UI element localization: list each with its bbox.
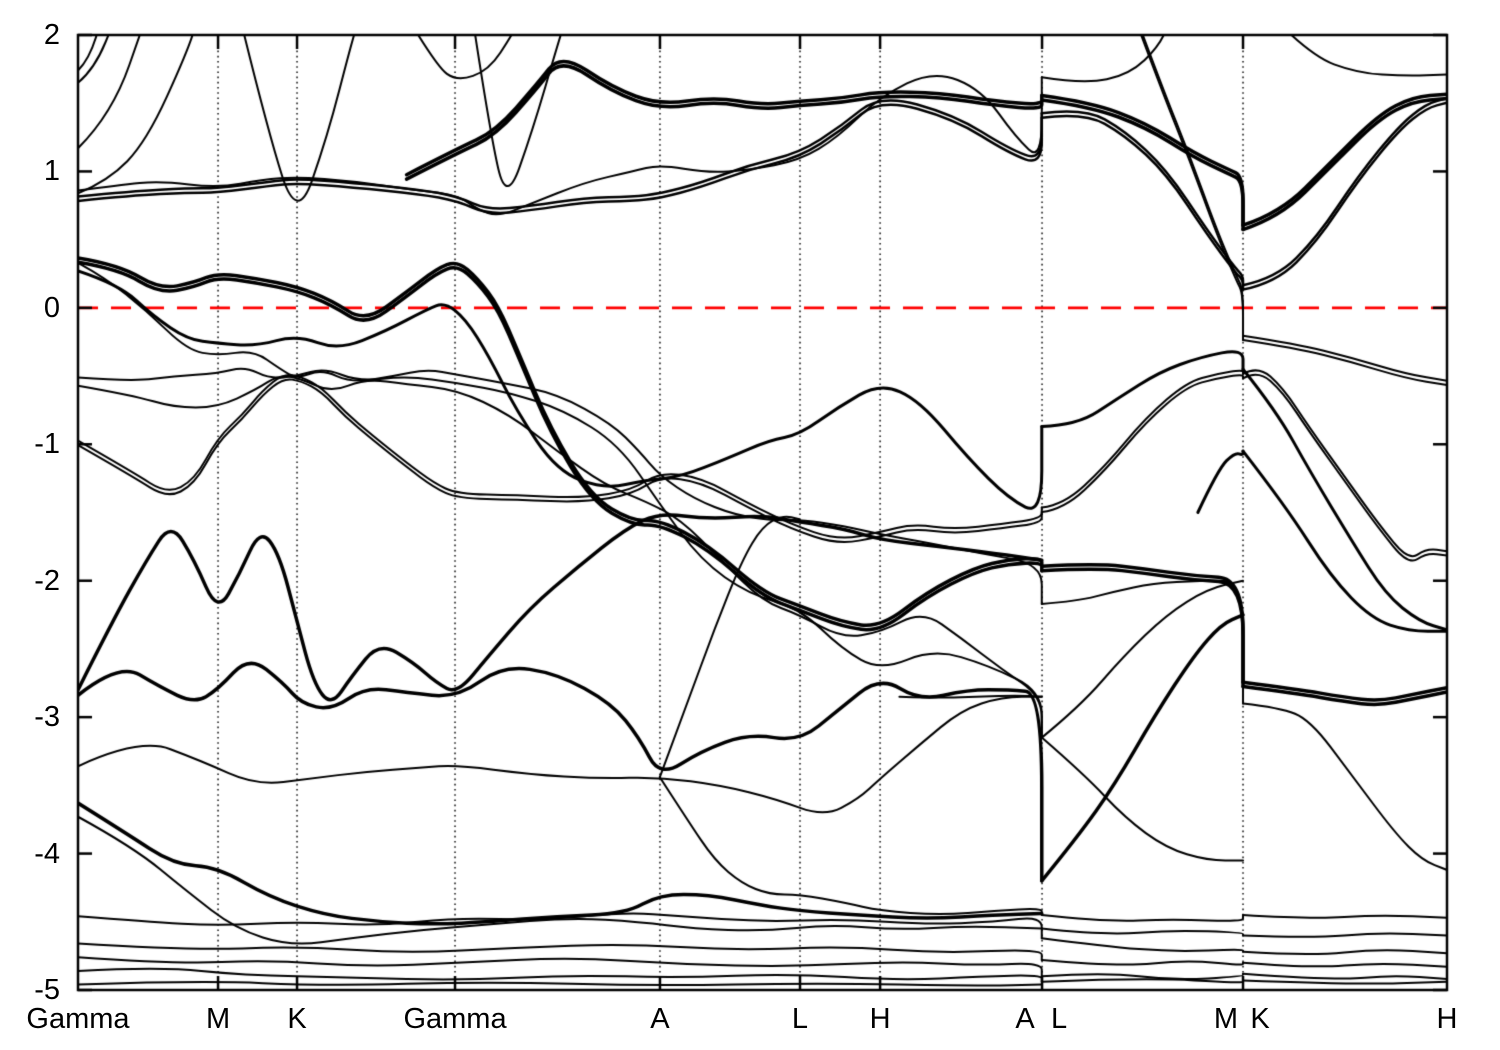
x-axis-tick-label: Gamma (26, 1003, 130, 1035)
x-axis-tick-label: K (287, 1003, 307, 1035)
y-axis-tick-label: 2 (43, 19, 60, 51)
y-axis-tick-label: 0 (43, 291, 60, 324)
x-axis-tick-label: H (1436, 1003, 1458, 1035)
y-axis-tick-label: -3 (34, 701, 60, 734)
x-axis-tick-label: L (791, 1003, 809, 1035)
y-axis-tick-label: 1 (43, 155, 60, 188)
y-axis-tick-label: -1 (34, 428, 60, 461)
x-axis-tick-label: H (869, 1003, 891, 1035)
y-axis-tick-label: -2 (34, 564, 60, 597)
x-axis-tick-label: A (650, 1003, 670, 1035)
y-axis-tick-label: -5 (34, 974, 60, 1006)
x-axis-tick-label: A (1015, 1003, 1035, 1035)
x-axis-tick-label: L (1050, 1003, 1068, 1035)
x-axis-tick-label: K (1250, 1003, 1270, 1035)
x-axis-tick-label: M (1213, 1003, 1239, 1035)
x-axis-tick-label: M (205, 1003, 231, 1035)
x-axis-tick-label: Gamma (403, 1003, 507, 1035)
y-axis-tick-label: -4 (34, 837, 60, 870)
